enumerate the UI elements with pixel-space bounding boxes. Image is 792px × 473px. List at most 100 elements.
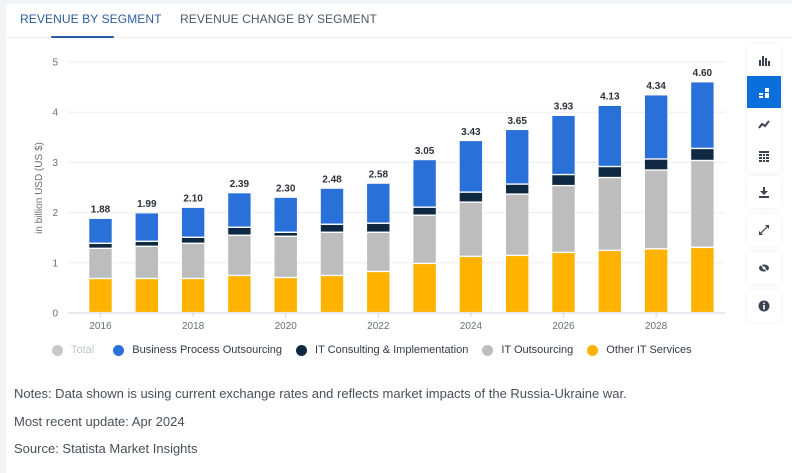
bar-segment <box>320 188 344 225</box>
info-button[interactable] <box>747 290 781 322</box>
bar-segment <box>505 255 530 313</box>
stacked-bar-chart-icon <box>759 88 769 98</box>
bar-segment <box>551 252 576 313</box>
total-data-label: 1.99 <box>137 199 157 210</box>
bar-segment <box>644 248 668 313</box>
chart-notes: Notes: Data shown is using current excha… <box>14 386 627 401</box>
tab-revenue-change-by-segment[interactable]: REVENUE CHANGE BY SEGMENT <box>180 12 377 26</box>
total-data-label: 2.39 <box>230 179 250 190</box>
bar-segment <box>551 185 576 253</box>
legend-item-it-outsourcing[interactable]: IT Outsourcing <box>482 344 573 356</box>
bar-segment <box>551 174 576 186</box>
total-data-label: 2.10 <box>183 194 203 205</box>
bar-segment <box>412 159 437 208</box>
bar-segment <box>690 81 715 149</box>
bar-segment <box>366 271 391 313</box>
bar-segment <box>644 170 668 249</box>
bar-segment <box>597 177 622 251</box>
bar-segment <box>181 278 205 313</box>
download-button[interactable] <box>747 176 781 208</box>
legend-item-business-process-outsourcing[interactable]: Business Process Outsourcing <box>113 344 282 356</box>
active-tab-indicator <box>51 36 114 38</box>
legend-swatch <box>113 344 125 356</box>
total-data-label: 3.43 <box>461 127 481 138</box>
total-data-label: 4.34 <box>646 81 666 92</box>
stacked-bar-chart-button[interactable] <box>747 76 781 108</box>
chart-type-toolbar <box>747 44 781 172</box>
x-tick-label: 2022 <box>367 321 390 332</box>
bar-segment <box>505 184 530 195</box>
bar-segment <box>135 278 159 313</box>
bar-chart-button[interactable] <box>747 44 781 76</box>
bar-segment <box>273 277 298 313</box>
fullscreen-icon <box>759 225 769 235</box>
bar-segment <box>320 224 344 233</box>
chart-legend: Total Business Process Outsourcing IT Co… <box>52 344 706 356</box>
bar-segment <box>366 232 391 272</box>
bar-segment <box>88 278 113 313</box>
line-chart-button[interactable] <box>747 108 781 140</box>
legend-label: Total <box>71 344 95 356</box>
bar-segment <box>88 218 113 244</box>
y-axis-label: in billion USD (US $) <box>34 142 45 234</box>
bar-segment <box>135 212 159 242</box>
legend-item-it-consulting[interactable]: IT Consulting & Implementation <box>296 344 468 356</box>
legend-label: Other IT Services <box>606 344 692 356</box>
y-tick-label: 3 <box>52 158 58 169</box>
total-data-label: 3.93 <box>554 102 574 113</box>
download-icon <box>759 187 769 198</box>
legend-item-total[interactable]: Total <box>52 344 94 356</box>
total-data-label: 2.58 <box>369 169 389 180</box>
chart-source: Source: Statista Market Insights <box>14 441 198 456</box>
bar-segment <box>690 247 715 313</box>
total-data-label: 2.30 <box>276 184 296 195</box>
bar-segment <box>366 223 391 233</box>
legend-swatch <box>52 344 63 356</box>
legend-label: Business Process Outsourcing <box>132 344 283 356</box>
bar-segment <box>135 246 159 279</box>
bar-segment <box>227 235 252 276</box>
bar-segment <box>88 248 113 279</box>
bar-segment <box>366 183 391 224</box>
legend-label: IT Consulting & Implementation <box>315 344 469 356</box>
legend-swatch <box>587 344 599 356</box>
line-chart-icon <box>758 120 770 129</box>
x-tick-label: 2028 <box>645 321 668 332</box>
bar-segment <box>412 207 437 216</box>
y-tick-label: 5 <box>52 58 58 69</box>
bar-segment <box>181 237 205 244</box>
stacked-bar-chart: 0 1 2 3 4 5 1.88 2016 1.99 2.10 2018 2.39 2.30 2020 2.… <box>34 58 725 332</box>
tab-revenue-by-segment[interactable]: REVENUE BY SEGMENT <box>20 12 162 26</box>
total-data-label: 3.05 <box>415 146 435 157</box>
bar-segment <box>412 263 437 313</box>
y-tick-label: 1 <box>52 258 58 269</box>
legend-swatch <box>296 344 308 356</box>
bar-segment <box>320 275 344 313</box>
bar-segment <box>644 159 668 170</box>
bar-segment <box>320 232 344 276</box>
bar-segment <box>505 194 530 256</box>
total-data-label: 1.88 <box>91 205 111 216</box>
fullscreen-button[interactable] <box>747 214 781 246</box>
legend-label: IT Outsourcing <box>501 344 574 356</box>
table-button[interactable] <box>747 140 781 172</box>
total-data-label: 3.65 <box>507 116 527 127</box>
legend-item-other-it-services[interactable]: Other IT Services <box>587 344 692 356</box>
tab-bar: REVENUE BY SEGMENT REVENUE CHANGE BY SEG… <box>6 4 792 38</box>
x-tick-label: 2020 <box>275 321 298 332</box>
hide-button[interactable] <box>747 252 781 284</box>
bar-segment <box>88 243 113 249</box>
bar-segment <box>505 129 530 184</box>
bar-segment <box>227 275 252 313</box>
bar-segment <box>690 148 715 161</box>
bar-segment <box>273 197 298 233</box>
bar-segment <box>551 115 576 175</box>
bar-segment <box>597 250 622 313</box>
chart-update-date: Most recent update: Apr 2024 <box>14 414 185 429</box>
bar-segment <box>181 207 205 238</box>
legend-swatch <box>482 344 494 356</box>
x-tick-label: 2024 <box>460 321 483 332</box>
bar-segment <box>227 227 252 236</box>
bar-segment <box>459 140 483 193</box>
bar-segment <box>135 241 159 247</box>
